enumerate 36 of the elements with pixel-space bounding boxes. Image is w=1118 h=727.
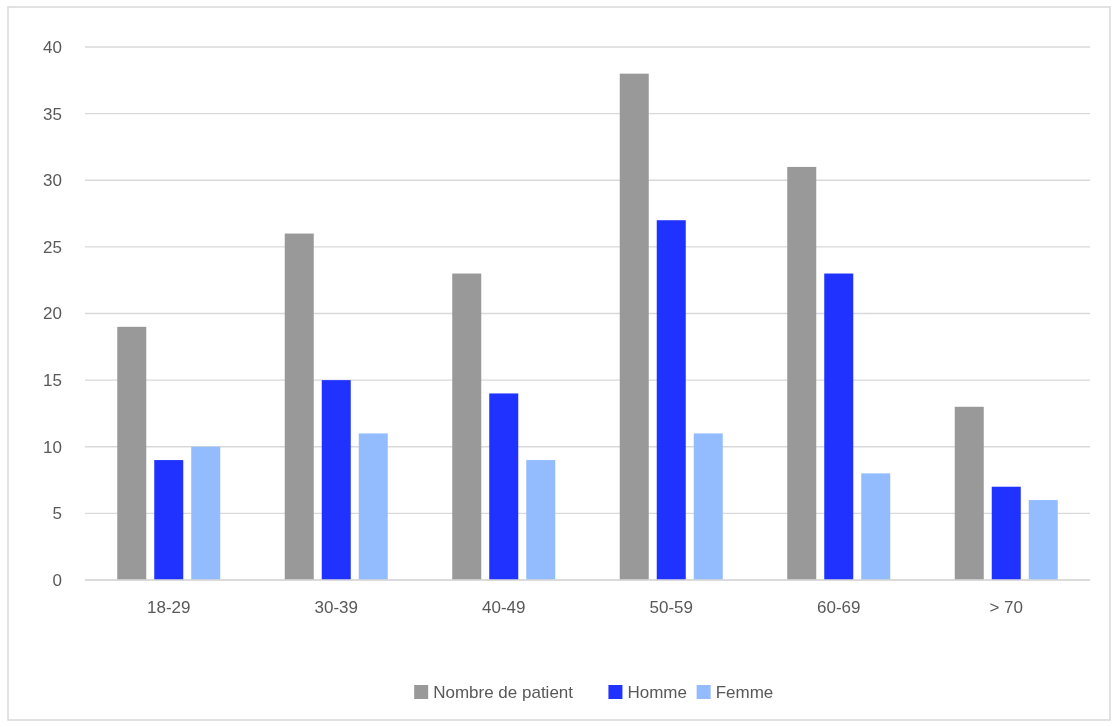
y-tick-label: 10 [43, 437, 62, 457]
bar [526, 460, 556, 580]
x-tick-label: > 70 [989, 597, 1024, 617]
bar [787, 166, 817, 580]
bar [693, 433, 723, 580]
bar [154, 460, 184, 580]
y-tick-label: 30 [43, 171, 62, 191]
bar [619, 73, 649, 580]
legend-label: Nombre de patient [433, 682, 574, 702]
bar [191, 446, 221, 580]
bar [954, 406, 984, 580]
y-tick-label: 15 [43, 371, 62, 391]
bar [824, 273, 854, 580]
x-tick-label: 18-29 [147, 597, 191, 617]
legend-label: Homme [627, 682, 687, 702]
x-tick-label: 30-39 [314, 597, 358, 617]
bar [656, 220, 686, 580]
bar [861, 473, 891, 580]
x-tick-label: 60-69 [817, 597, 861, 617]
bar [284, 233, 314, 580]
bar [991, 486, 1021, 580]
y-tick-label: 5 [52, 504, 62, 524]
legend-label: Femme [715, 682, 774, 702]
bar [489, 393, 519, 580]
bar [358, 433, 388, 580]
bar [117, 326, 147, 580]
y-tick-label: 40 [43, 37, 62, 57]
x-tick-label: 40-49 [482, 597, 526, 617]
y-tick-label: 0 [52, 570, 62, 590]
y-tick-label: 25 [43, 237, 62, 257]
y-tick-label: 35 [43, 104, 62, 124]
y-tick-label: 20 [43, 304, 62, 324]
x-tick-label: 50-59 [649, 597, 693, 617]
bar [1028, 500, 1058, 580]
bar [452, 273, 482, 580]
bar [321, 380, 351, 580]
